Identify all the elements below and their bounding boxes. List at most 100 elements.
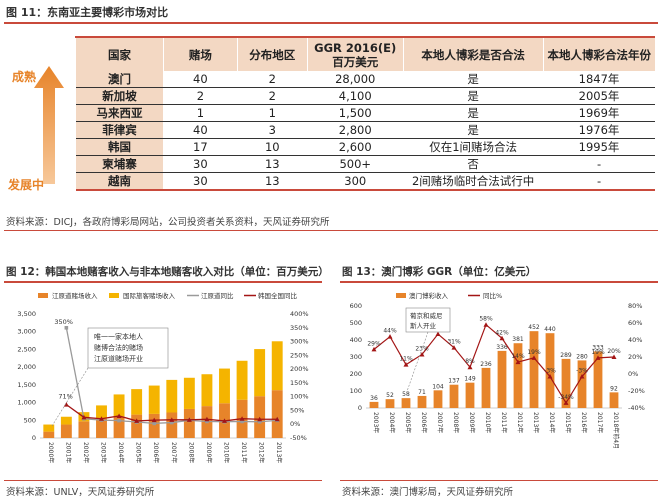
y-right-tick: 200% — [290, 365, 309, 373]
x-tick: 2008年 — [452, 412, 460, 433]
line-label: 14% — [511, 353, 525, 360]
bar-label: 452 — [528, 324, 540, 331]
bar-jiangwon — [96, 418, 107, 438]
legend-label: 韩国全国同比 — [258, 291, 298, 300]
y-right-tick: 20% — [628, 353, 642, 361]
bar-international — [254, 349, 266, 397]
bar-jiangwon — [43, 431, 55, 438]
y-right-tick: 0% — [628, 370, 638, 378]
bar-ggr — [369, 401, 379, 408]
callout-71: 71% — [58, 393, 72, 401]
line-label: 19% — [591, 349, 605, 356]
table-row: 马来西亚 1 1 1,500 是 1969年 — [75, 104, 655, 122]
x-tick: 2014年 — [548, 412, 556, 433]
legend-swatch — [109, 293, 119, 298]
bar-ggr — [513, 343, 523, 408]
y-left-tick: 0 — [32, 434, 36, 442]
bar-label: 333 — [592, 344, 604, 351]
line-label: 44% — [383, 328, 397, 335]
bar-international — [148, 385, 160, 414]
point-yoy — [483, 322, 489, 327]
point-yoy — [419, 351, 425, 357]
table-cell: - — [543, 172, 655, 191]
table-cell: 仅在1间赌场合法 — [403, 138, 544, 156]
bar-label: 92 — [610, 385, 618, 392]
y-right-tick: 80% — [628, 302, 642, 310]
table-cell: 1847年 — [543, 71, 655, 88]
point-korea-yoy — [186, 417, 192, 422]
x-tick: 2009年 — [468, 412, 476, 433]
legend-swatch — [396, 293, 406, 298]
bar-international — [60, 416, 72, 425]
bar-ggr — [577, 360, 587, 408]
table-cell: 3 — [237, 121, 308, 139]
bar-label: 58 — [402, 391, 410, 398]
bar-ggr — [449, 384, 459, 408]
y-left-tick: 1,000 — [17, 399, 36, 407]
point-yoy — [531, 355, 537, 360]
annotation-leader — [51, 367, 89, 427]
x-tick: 2003年 — [372, 412, 380, 433]
line-label: 8% — [465, 358, 475, 365]
x-tick: 2002年 — [82, 442, 90, 463]
x-tick: 2012年 — [258, 442, 266, 463]
point-yoy — [403, 362, 409, 367]
country-cell: 新加坡 — [75, 87, 164, 105]
bar-international — [43, 424, 55, 432]
bar-label: 236 — [480, 361, 492, 368]
point-jiangwon-yoy — [169, 420, 174, 425]
x-tick: 2015年 — [564, 412, 572, 433]
table-cell: 4,100 — [307, 87, 404, 105]
bar-label: 36 — [370, 395, 378, 402]
y-right-tick: 60% — [628, 319, 642, 327]
line-label: 42% — [495, 329, 509, 336]
annotation-text: 葡京和威尼 — [410, 311, 443, 320]
fig13-source: 资料来源：澳门博彩局，天风证券研究所 — [342, 487, 514, 498]
country-cell: 菲律宾 — [75, 121, 164, 139]
y-right-tick: 250% — [290, 351, 309, 359]
y-left-tick: 3,500 — [17, 310, 36, 318]
arrow-label-mature: 成熟 — [12, 70, 37, 84]
table-row: 越南 30 13 300 2间赌场临时合法试行中 - — [75, 172, 655, 191]
legend-label: 国际旅客赌场收入 — [123, 291, 176, 300]
x-tick: 2011年 — [240, 442, 248, 463]
bar-international — [131, 389, 143, 415]
bar-ggr — [609, 392, 619, 408]
table-cell: 500+ — [307, 155, 404, 173]
bar-ggr — [545, 333, 555, 408]
country-cell: 韩国 — [75, 138, 164, 156]
arrow-up-icon — [34, 66, 64, 184]
fig12-source: 资料来源：UNLV，天风证券研究所 — [6, 487, 155, 498]
bar-international — [113, 394, 125, 417]
bar-label: 71 — [418, 389, 426, 396]
y-right-tick: 400% — [290, 310, 309, 318]
fig12-title: 图 12：韩国本地赌客收入与非本地赌客收入对比（单位：百万美元） — [6, 266, 329, 278]
table-cell: 是 — [403, 121, 544, 139]
x-tick: 2018年前4月 — [612, 412, 620, 449]
country-cell: 越南 — [75, 172, 164, 191]
point-yoy — [563, 400, 569, 405]
fig13-title: 图 13：澳门博彩 GGR（单位：亿美元） — [342, 266, 537, 278]
x-tick: 2000年 — [47, 442, 55, 463]
x-tick: 2016年 — [580, 412, 588, 433]
table-cell: 2,600 — [307, 138, 404, 156]
x-tick: 2006年 — [152, 442, 160, 463]
line-label: 58% — [479, 316, 493, 323]
table-cell: 30 — [163, 155, 238, 173]
y-left-tick: 300 — [350, 353, 362, 361]
point-jiangwon-yoy — [205, 419, 209, 424]
x-tick: 2010年 — [223, 442, 231, 463]
country-cell: 柬埔寨 — [75, 155, 164, 173]
x-tick: 2007年 — [170, 442, 178, 463]
bar-international — [183, 377, 195, 409]
bar-jiangwon — [148, 413, 160, 438]
table-cell: 1 — [237, 104, 308, 122]
country-cell: 马来西亚 — [75, 104, 164, 122]
y-right-tick: 350% — [290, 324, 309, 332]
table-cell: 40 — [163, 71, 238, 88]
y-right-tick: -40% — [628, 404, 645, 412]
table-cell: 28,000 — [307, 71, 404, 88]
table-cell: 2间赌场临时合法试行中 — [403, 172, 544, 191]
table-cell: 1 — [163, 104, 238, 122]
x-tick: 2017年 — [596, 412, 604, 433]
